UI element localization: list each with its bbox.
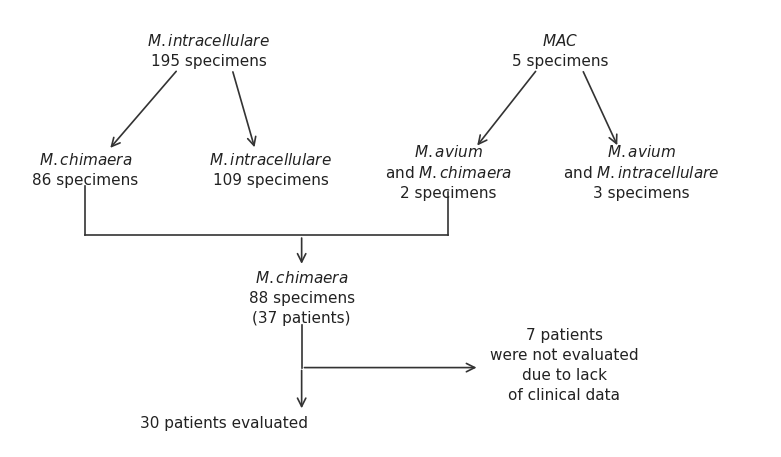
Text: $\it{M. intracellulare}$
195 specimens: $\it{M. intracellulare}$ 195 specimens [148,33,270,69]
Text: $\it{M. intracellulare}$
109 specimens: $\it{M. intracellulare}$ 109 specimens [209,152,332,188]
Text: 7 patients
were not evaluated
due to lack
of clinical data: 7 patients were not evaluated due to lac… [490,328,639,403]
Text: $\it{M. avium}$
and $\it{M. intracellulare}$
3 specimens: $\it{M. avium}$ and $\it{M. intracellula… [563,144,720,201]
Text: $\it{M. avium}$
and $\it{M. chimaera}$
2 specimens: $\it{M. avium}$ and $\it{M. chimaera}$ 2… [385,144,512,201]
Text: $\it{M. chimaera}$
86 specimens: $\it{M. chimaera}$ 86 specimens [32,152,138,188]
Text: $\it{M. chimaera}$
88 specimens
(37 patients): $\it{M. chimaera}$ 88 specimens (37 pati… [248,270,355,326]
Text: $\it{MAC}$
5 specimens: $\it{MAC}$ 5 specimens [512,33,608,69]
Text: 30 patients evaluated: 30 patients evaluated [141,416,308,431]
